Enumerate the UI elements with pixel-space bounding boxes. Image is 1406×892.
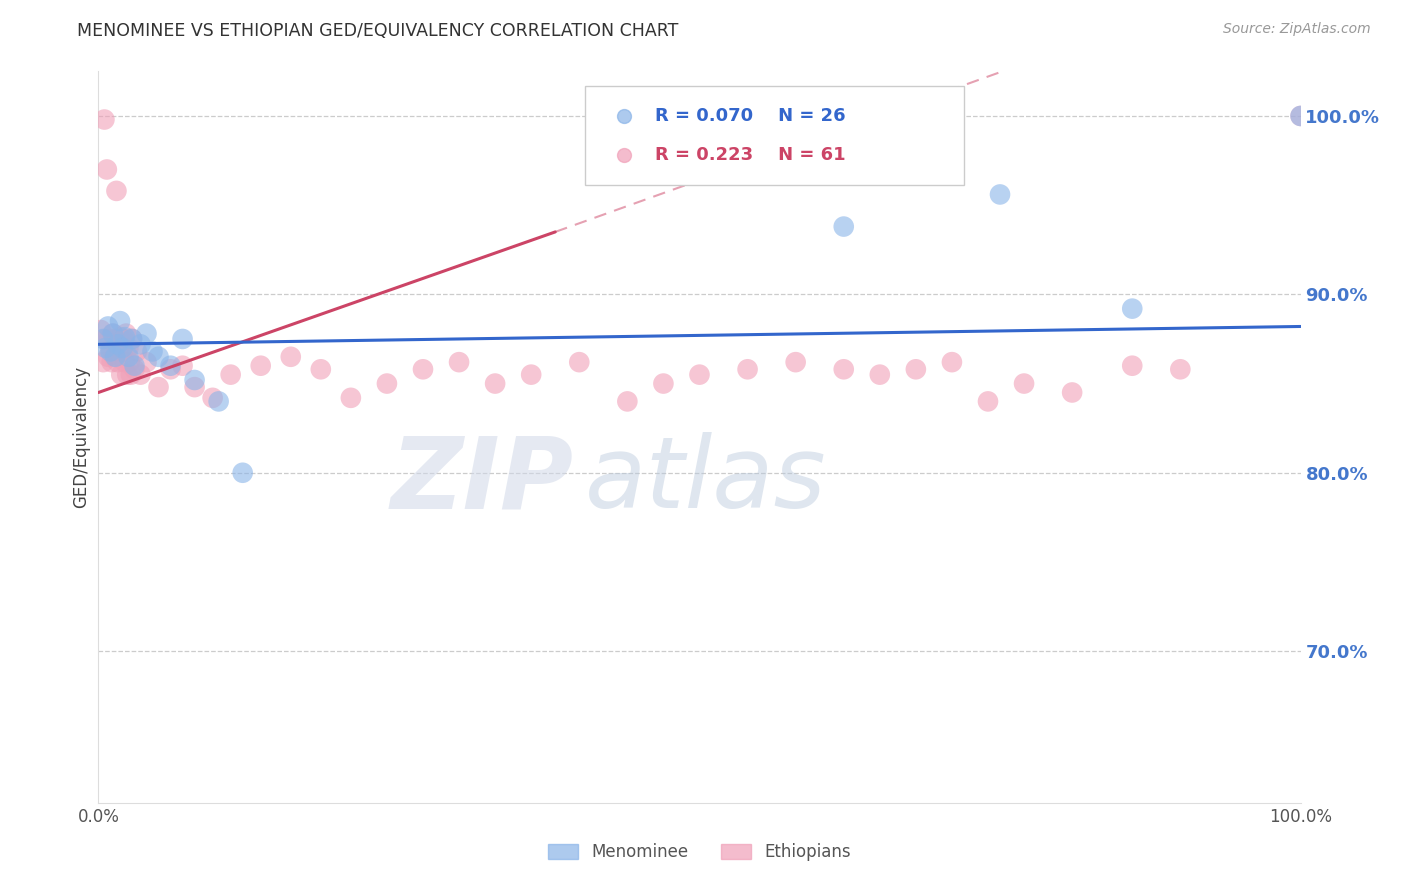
Point (1289, 109, 1312, 123)
Point (97, 350, 120, 364)
Point (249, 359, 271, 373)
Point (114, 330, 136, 344)
Point (309, 362, 332, 376)
Point (208, 394, 231, 409)
Point (447, 355, 470, 369)
Point (280, 350, 302, 364)
Point (1121, 301, 1143, 316)
Text: MENOMINEE VS ETHIOPIAN GED/EQUIVALENCY CORRELATION CHART: MENOMINEE VS ETHIOPIAN GED/EQUIVALENCY C… (77, 22, 679, 40)
Point (172, 359, 194, 373)
Point (100, 341, 122, 355)
Point (105, 184, 128, 198)
Text: Source: ZipAtlas.com: Source: ZipAtlas.com (1223, 22, 1371, 37)
Point (98, 332, 121, 346)
Point (340, 391, 363, 405)
Point (183, 380, 205, 394)
Point (232, 466, 254, 480)
Point (689, 368, 711, 382)
Point (568, 355, 591, 369)
Point (616, 394, 638, 409)
Point (183, 373, 205, 387)
Point (91, 355, 114, 369)
Point (124, 359, 146, 373)
Point (108, 314, 131, 328)
Point (120, 368, 142, 382)
Point (129, 368, 152, 382)
Point (117, 368, 139, 382)
Point (977, 394, 1000, 409)
Text: ZIP: ZIP (391, 433, 574, 530)
Point (117, 350, 139, 364)
Point (110, 368, 132, 382)
Point (988, 187, 1011, 202)
Point (159, 359, 181, 373)
Point (111, 341, 134, 355)
Point (101, 326, 124, 341)
Point (112, 332, 135, 346)
FancyBboxPatch shape (585, 86, 965, 185)
Point (832, 219, 855, 234)
Point (135, 326, 157, 341)
Point (118, 355, 141, 369)
Point (613, 218, 636, 232)
Text: atlas: atlas (585, 433, 827, 530)
Legend: Menominee, Ethiopians: Menominee, Ethiopians (541, 837, 858, 868)
Point (141, 344, 163, 359)
Point (785, 355, 807, 369)
Point (159, 362, 181, 376)
Text: R = 0.223    N = 61: R = 0.223 N = 61 (655, 145, 845, 164)
Text: R = 0.070    N = 26: R = 0.070 N = 26 (655, 107, 845, 125)
Point (941, 355, 963, 369)
Point (94, 332, 117, 346)
Y-axis label: GED/Equivalency: GED/Equivalency (72, 366, 90, 508)
Point (832, 362, 855, 376)
Point (412, 362, 434, 376)
Point (100, 355, 122, 369)
Point (90, 323, 112, 337)
Point (111, 344, 134, 359)
Point (108, 330, 131, 344)
Point (148, 350, 170, 364)
Point (904, 362, 927, 376)
Point (94, 341, 117, 355)
Point (172, 332, 194, 346)
Point (124, 362, 146, 376)
Point (135, 355, 157, 369)
Point (93, 112, 115, 127)
Point (1289, 109, 1312, 123)
Point (1062, 385, 1084, 400)
Point (115, 326, 138, 341)
Point (104, 332, 127, 346)
Point (129, 337, 152, 351)
Point (101, 326, 124, 341)
Point (219, 368, 242, 382)
Point (100, 344, 122, 359)
Point (114, 355, 136, 369)
Point (107, 337, 129, 351)
Point (108, 341, 131, 355)
Point (148, 380, 170, 394)
Point (375, 376, 398, 391)
Point (104, 350, 127, 364)
Point (520, 368, 543, 382)
Point (1012, 376, 1035, 391)
Point (117, 341, 139, 355)
Point (613, 312, 636, 326)
Point (97, 319, 120, 334)
Point (484, 376, 506, 391)
Point (1121, 359, 1143, 373)
Point (121, 332, 143, 346)
Point (107, 355, 129, 369)
Point (121, 332, 143, 346)
Point (869, 368, 891, 382)
Point (91, 332, 114, 346)
Point (201, 391, 224, 405)
Point (96, 162, 118, 177)
Point (652, 376, 675, 391)
Point (103, 350, 125, 364)
Point (125, 344, 148, 359)
Point (737, 362, 759, 376)
Point (1170, 362, 1192, 376)
